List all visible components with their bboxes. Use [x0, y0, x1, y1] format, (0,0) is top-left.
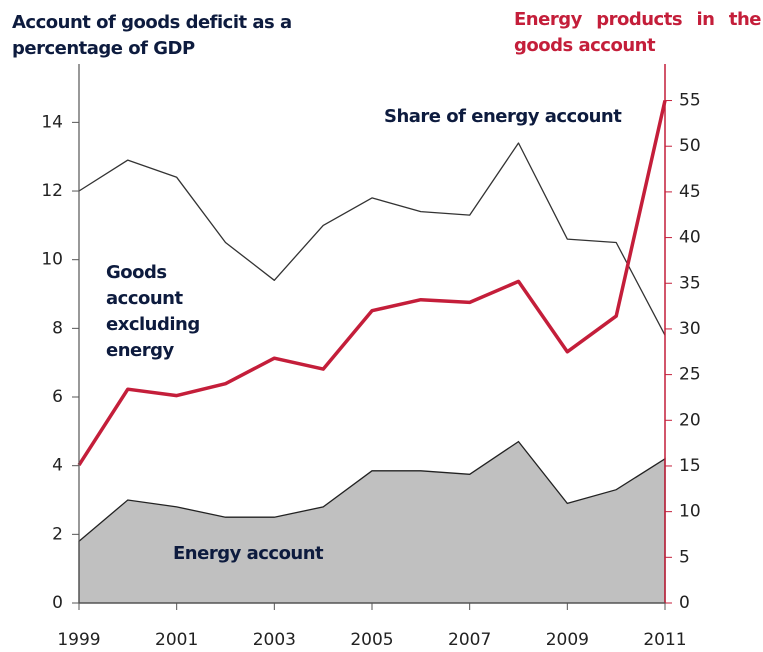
y2-tick-label: 0	[679, 593, 690, 613]
x-tick-label: 2001	[155, 630, 198, 650]
y2-tick-label: 55	[679, 91, 701, 111]
x-tick-label: 2009	[546, 630, 589, 650]
y-tick-label: 14	[41, 112, 63, 132]
x-tick-label: 1999	[57, 630, 100, 650]
y2-tick-label: 35	[679, 273, 701, 293]
x-tick-label: 2007	[448, 630, 491, 650]
y-tick-label: 6	[52, 387, 63, 407]
y2-axis-title: Energy products in the goods account	[514, 9, 762, 56]
y2-tick-label: 5	[679, 547, 690, 567]
y-tick-label: 10	[41, 250, 63, 270]
series-label: Share of energy account	[384, 106, 622, 127]
line	[77, 100, 667, 467]
y-tick-label: 8	[52, 318, 63, 338]
y2-tick-label: 30	[679, 319, 701, 339]
x-tick-label: 2003	[253, 630, 296, 650]
y2-tick-label: 50	[679, 136, 701, 156]
y-tick-label: 12	[41, 181, 63, 201]
y-tick-label: 0	[52, 593, 63, 613]
x-tick-label: 2005	[350, 630, 393, 650]
y2-tick-label: 10	[679, 502, 701, 522]
series-label: Goods account excluding energy	[106, 262, 200, 361]
y-tick-label: 2	[52, 524, 63, 544]
y-axis-title: Account of goods deficit as a percentage…	[12, 12, 292, 59]
y2-tick-label: 40	[679, 228, 701, 248]
series-label: Energy account	[173, 543, 324, 564]
area	[78, 440, 666, 604]
y2-tick-label: 45	[679, 182, 701, 202]
line	[78, 142, 666, 336]
x-tick-label: 2011	[643, 630, 686, 650]
y-tick-label: 4	[52, 456, 63, 476]
y2-tick-label: 20	[679, 410, 701, 430]
y2-tick-label: 15	[679, 456, 701, 476]
y2-tick-label: 25	[679, 365, 701, 385]
